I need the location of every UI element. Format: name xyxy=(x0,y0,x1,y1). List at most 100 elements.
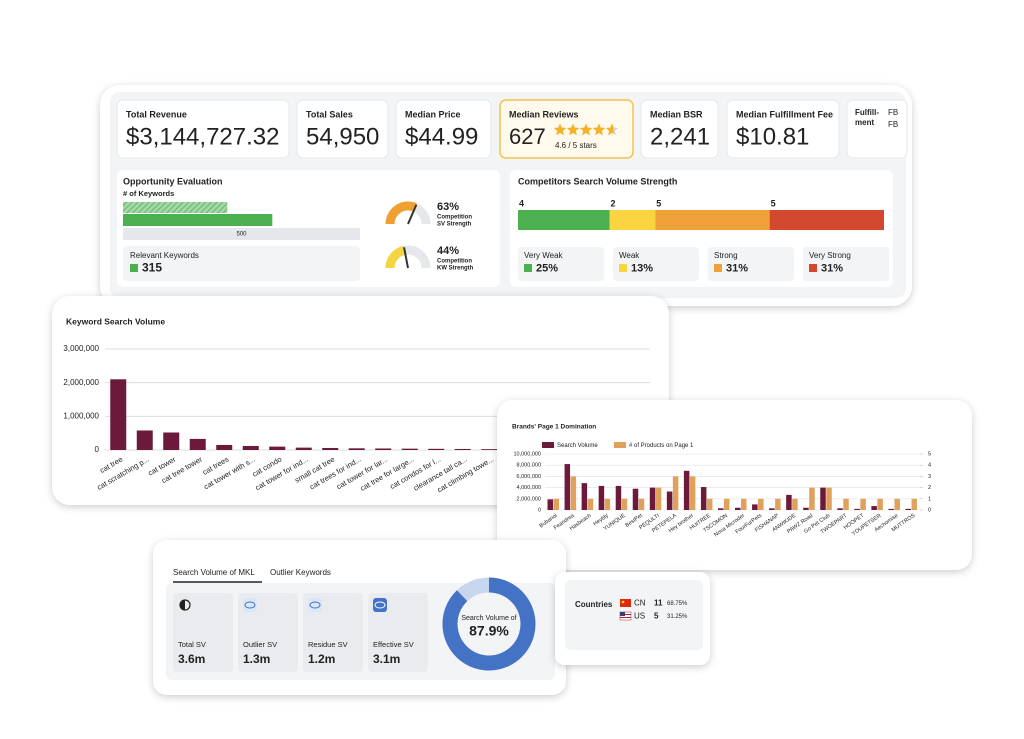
metric-value: FB xyxy=(888,120,898,129)
y-tick-label: 6,000,000 xyxy=(517,474,541,480)
keyword-bar xyxy=(123,214,273,226)
metric-label: Median BSR xyxy=(650,109,703,119)
bar xyxy=(871,506,877,510)
chart-title: Keyword Search Volume xyxy=(66,316,165,326)
metric-value: 54,950 xyxy=(306,123,379,150)
country-count: 11 xyxy=(654,599,663,608)
metric-card xyxy=(726,99,840,159)
metric-label: Median Reviews xyxy=(509,109,579,119)
bar xyxy=(683,470,690,510)
country-share: 31.25% xyxy=(667,614,688,620)
mkl-panel: Search Volume of MKL Outlier Keywords Tota… xyxy=(153,540,566,695)
bar xyxy=(741,498,747,510)
country-code: CN xyxy=(634,599,646,608)
metric-label: Median Fulfillment Fee xyxy=(736,109,833,119)
metric-label: Total Sales xyxy=(306,109,353,119)
rating-text: 4.6 / 5 stars xyxy=(555,141,597,150)
sv-value: 1.2m xyxy=(308,652,335,666)
bar xyxy=(136,430,153,450)
bar xyxy=(672,476,679,510)
tab[interactable]: Search Volume of MKL xyxy=(173,568,255,577)
legend-box xyxy=(803,247,889,281)
donut-value: 87.9% xyxy=(469,623,509,639)
legend-swatch xyxy=(542,442,554,448)
legend-box xyxy=(708,247,794,281)
y-tick-label: 0 xyxy=(538,507,541,513)
segment-count: 5 xyxy=(771,198,776,208)
bar xyxy=(216,444,233,450)
metric-card xyxy=(846,99,908,159)
card-title: Competitors Search Volume Strength xyxy=(518,176,677,186)
y2-tick-label: 0 xyxy=(928,507,931,513)
sv-label: Outlier SV xyxy=(243,640,277,649)
bar xyxy=(775,498,781,510)
relevant-label: Relevant Keywords xyxy=(130,251,199,260)
tab[interactable]: Outlier Keywords xyxy=(270,568,331,577)
segment-count: 2 xyxy=(611,198,616,208)
y-tick-label: 8,000,000 xyxy=(517,463,541,469)
donut-arc xyxy=(442,577,536,671)
gauge-arc xyxy=(385,245,406,269)
bar xyxy=(581,483,588,510)
sv-label: Effective SV xyxy=(373,640,414,649)
bar xyxy=(723,498,730,510)
star xyxy=(553,123,567,136)
gauge-needle xyxy=(407,204,418,225)
bar xyxy=(837,508,843,510)
flag-star xyxy=(621,600,625,604)
bar xyxy=(632,488,639,510)
segment-count: 5 xyxy=(656,198,661,208)
gauge-label: KW Strength xyxy=(437,266,474,272)
legend-swatch xyxy=(130,264,138,272)
legend-share: 25% xyxy=(536,262,558,274)
sv-card xyxy=(368,593,428,672)
metric-card xyxy=(640,99,719,159)
y-tick-label: 0 xyxy=(95,445,100,454)
sv-value: 1.3m xyxy=(243,652,270,666)
legend-swatch xyxy=(809,264,817,272)
brands-panel: Brands' Page 1 Domination Search Volume # … xyxy=(497,400,972,570)
gauge-arc xyxy=(385,201,417,225)
metric-label: Median Price xyxy=(405,109,461,119)
bar xyxy=(854,508,860,510)
bar xyxy=(428,448,445,450)
overview-panel: Total Revenue $3,144,727.32 Total Sales 54,… xyxy=(100,85,912,306)
bar xyxy=(752,504,758,510)
bar xyxy=(826,487,832,510)
countries-panel: Countries CN 11 68.75% US 5 31.25% xyxy=(555,572,710,665)
bar xyxy=(189,438,206,450)
y2-tick-label: 5 xyxy=(928,451,931,457)
legend-name: Weak xyxy=(619,251,640,260)
bar xyxy=(481,449,498,450)
legend-box xyxy=(518,247,604,281)
bar xyxy=(786,494,792,510)
metric-label: Fulfill- xyxy=(855,108,879,117)
sv-card xyxy=(173,593,233,672)
segment-count: 4 xyxy=(519,198,524,208)
legend-box xyxy=(613,247,699,281)
legend-share: 31% xyxy=(821,262,843,274)
bar xyxy=(564,464,571,510)
legend-swatch xyxy=(614,442,626,448)
sv-value: 3.1m xyxy=(373,652,400,666)
metric-card xyxy=(116,99,290,159)
sv-label: Residue SV xyxy=(308,640,348,649)
strength-segment xyxy=(609,210,656,230)
bar xyxy=(809,487,815,510)
bar xyxy=(604,498,611,510)
y2-tick-label: 1 xyxy=(928,496,931,502)
donut-label: Search Volume of xyxy=(461,615,516,622)
card-title: Countries xyxy=(575,600,613,609)
y-tick-label: 3,000,000 xyxy=(63,344,99,353)
icon xyxy=(309,601,321,609)
strength-segment xyxy=(518,210,610,230)
legend-name: Very Weak xyxy=(524,251,564,260)
flag-canton xyxy=(620,612,625,616)
sv-card xyxy=(238,593,298,672)
gauge-value: 44% xyxy=(437,245,459,257)
bar xyxy=(758,498,764,510)
bar xyxy=(769,508,775,510)
bar xyxy=(553,498,560,510)
bar xyxy=(242,445,259,450)
metric-value: $10.81 xyxy=(736,123,809,150)
